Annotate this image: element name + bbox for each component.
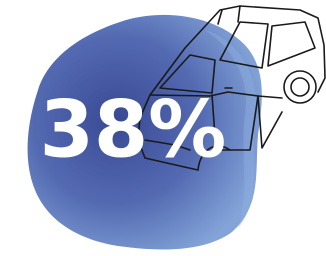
- infographic: 38%: [0, 0, 326, 256]
- headline-stat: 38%: [40, 85, 227, 175]
- page: 38% (() => { const data = JSON.parse(doc…: [0, 0, 326, 256]
